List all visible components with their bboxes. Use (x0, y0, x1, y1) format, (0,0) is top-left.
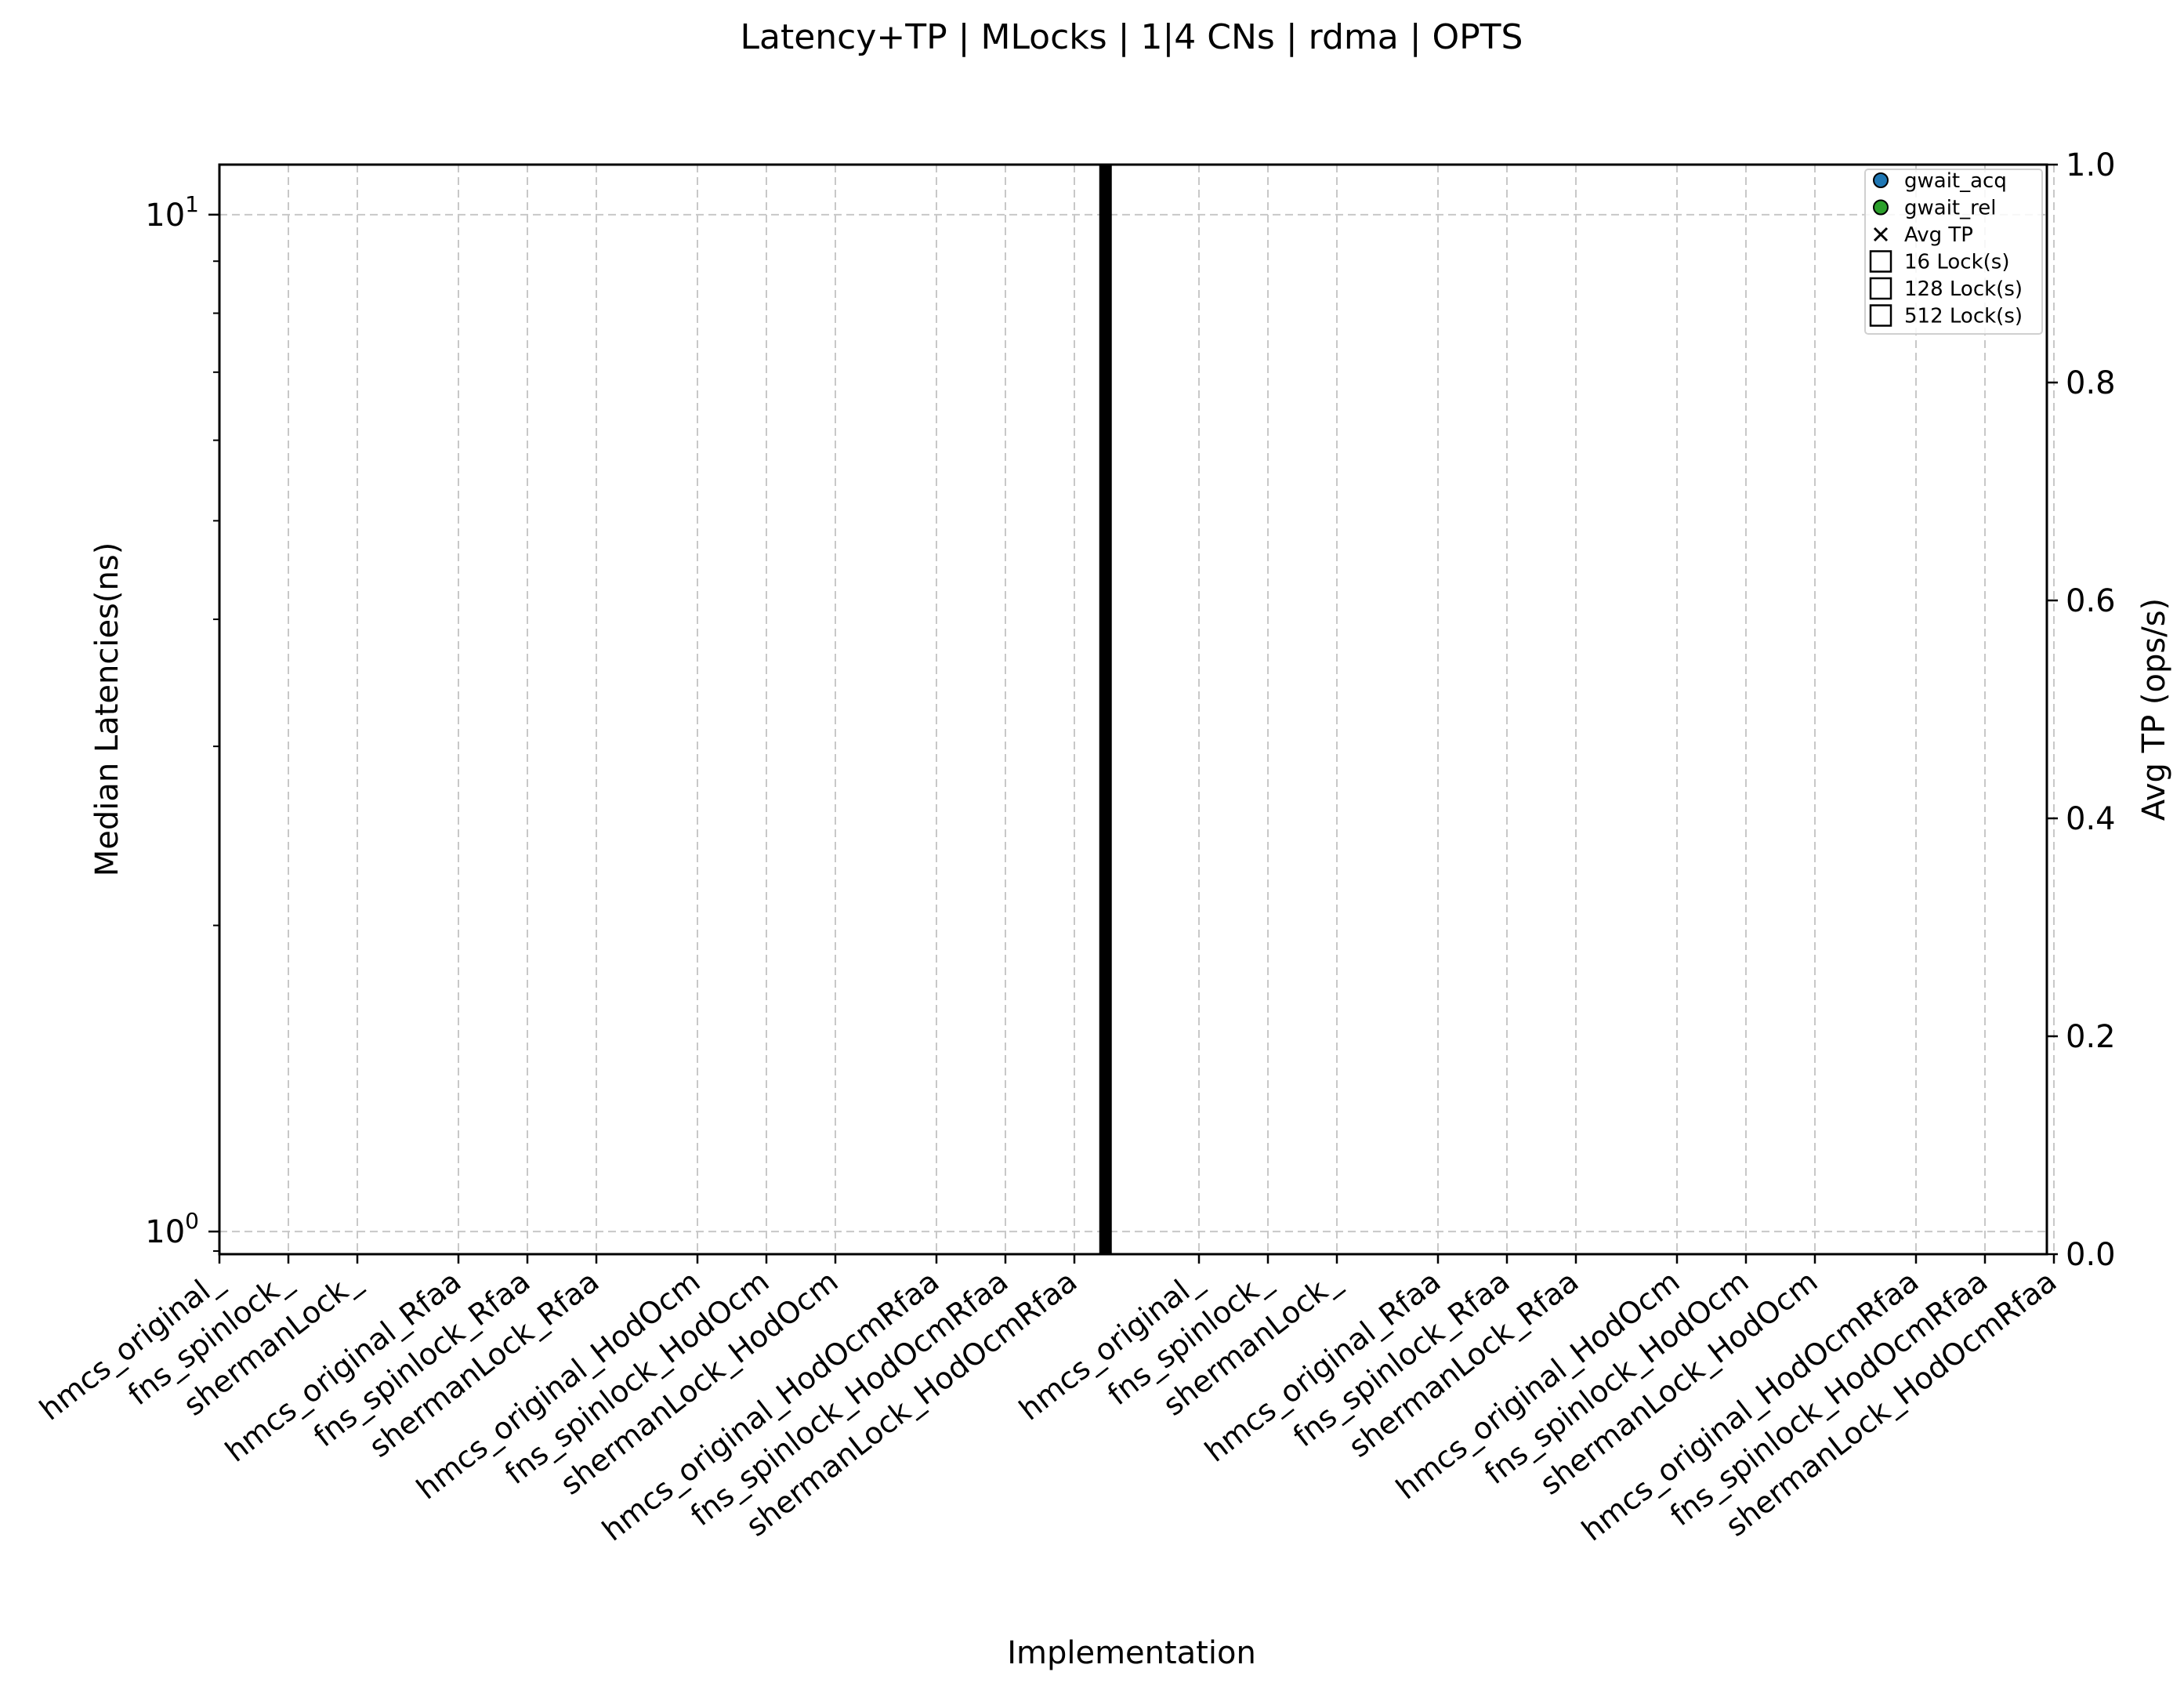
x-axis: hmcs_original_fns_spinlock_shermanLock_h… (33, 1254, 2063, 1548)
legend-label: gwait_acq (1904, 169, 2007, 193)
right-y-tick-label: 0.6 (2066, 583, 2116, 619)
chart-title: Latency+TP | MLocks | 1|4 CNs | rdma | O… (740, 17, 1523, 57)
right-y-tick-label: 0.0 (2066, 1237, 2116, 1273)
right-y-tick-label: 0.4 (2066, 801, 2116, 837)
left-y-axis-label: Median Latencies(ns) (89, 542, 125, 877)
legend-box (1864, 169, 2043, 335)
legend: gwait_acq gwait_rel Avg TP 16 Lock(s) 128 Lo… (1864, 169, 2043, 335)
legend-label: 512 Lock(s) (1904, 305, 2023, 328)
legend-label: gwait_rel (1904, 197, 1996, 220)
right-y-tick-label: 1.0 (2066, 147, 2116, 183)
x-axis-label: Implementation (1007, 1635, 1256, 1671)
legend-marker-square (1869, 304, 1892, 327)
grid (219, 165, 2055, 1254)
left-y-tick-label: 100 (145, 1208, 199, 1250)
legend-label: 128 Lock(s) (1904, 277, 2023, 301)
right-y-axis-label: Avg TP (ops/s) (2136, 598, 2172, 821)
left-y-tick-label: 101 (145, 191, 199, 234)
right-y-tick-label: 0.8 (2066, 365, 2116, 401)
legend-marker-circle (1873, 172, 1889, 188)
left-y-axis: 100 101 (145, 191, 219, 1252)
right-y-axis: 0.0 0.2 0.4 0.6 0.8 1.0 (2047, 147, 2116, 1273)
legend-marker-circle (1873, 199, 1889, 216)
legend-marker-square (1869, 277, 1892, 300)
legend-label: 16 Lock(s) (1904, 251, 2009, 274)
legend-marker-square (1869, 250, 1892, 273)
legend-label: Avg TP (1904, 223, 1973, 247)
plot-area (218, 163, 2048, 1256)
legend-marker-x (1873, 227, 1889, 242)
right-y-tick-label: 0.2 (2066, 1019, 2116, 1055)
